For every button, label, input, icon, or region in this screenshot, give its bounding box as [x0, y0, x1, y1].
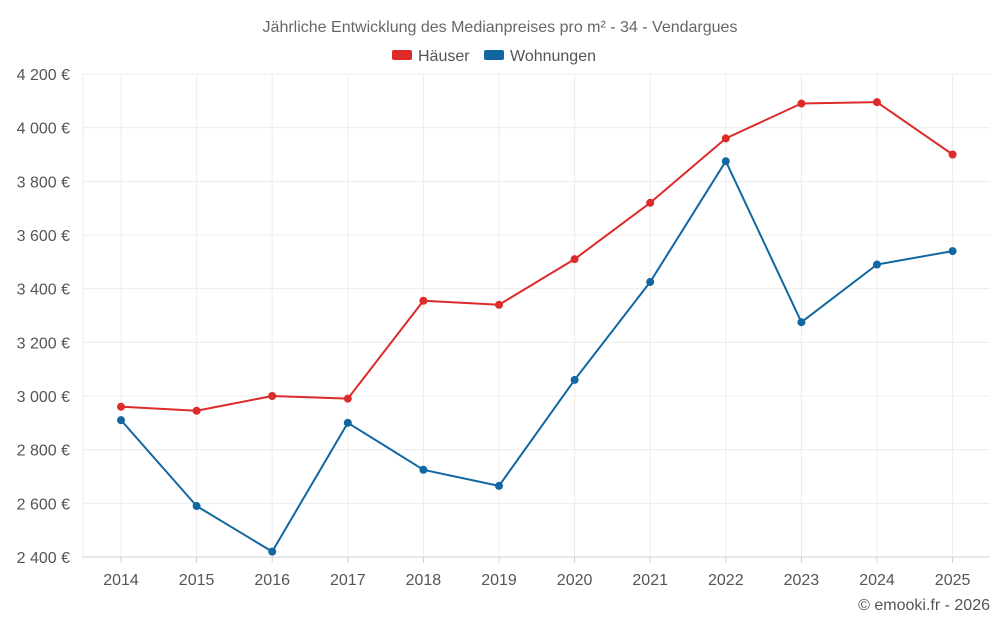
- data-point-haeuser[interactable]: [192, 406, 201, 415]
- data-point-wohnungen[interactable]: [948, 247, 957, 256]
- legend-swatch-wohnungen: [484, 50, 504, 60]
- chart-title: Jährliche Entwicklung des Medianpreises …: [263, 19, 738, 36]
- legend-item-haeuser[interactable]: Häuser: [392, 48, 470, 65]
- y-tick-label: 4 000 €: [17, 121, 70, 138]
- x-tick-label: 2025: [935, 572, 971, 589]
- legend: Häuser Wohnungen: [392, 48, 596, 65]
- y-tick-label: 3 400 €: [17, 282, 70, 299]
- data-point-haeuser[interactable]: [343, 394, 352, 403]
- data-point-haeuser[interactable]: [495, 300, 503, 309]
- data-point-wohnungen[interactable]: [192, 502, 201, 511]
- y-tick-label: 3 600 €: [17, 228, 70, 245]
- x-tick-label: 2018: [406, 572, 442, 589]
- data-point-haeuser[interactable]: [646, 198, 655, 207]
- x-tick-label: 2019: [481, 572, 517, 589]
- data-point-wohnungen[interactable]: [419, 465, 428, 474]
- y-tick-label: 3 800 €: [17, 174, 70, 191]
- x-tick-label: 2024: [859, 572, 895, 589]
- x-tick-label: 2022: [708, 572, 744, 589]
- y-tick-label: 4 200 €: [17, 67, 70, 84]
- x-tick-label: 2017: [330, 572, 366, 589]
- data-point-haeuser[interactable]: [721, 134, 730, 143]
- data-point-haeuser[interactable]: [948, 150, 957, 159]
- grid: [82, 73, 990, 557]
- data-point-haeuser[interactable]: [570, 255, 579, 264]
- y-tick-label: 2 600 €: [17, 496, 70, 513]
- data-point-haeuser[interactable]: [268, 392, 277, 400]
- data-point-haeuser[interactable]: [797, 99, 806, 108]
- data-point-haeuser[interactable]: [117, 402, 125, 411]
- data-point-wohnungen[interactable]: [117, 416, 125, 425]
- series-line-haeuser: [120, 101, 954, 412]
- x-tick-label: 2015: [179, 572, 215, 589]
- legend-label-wohnungen: Wohnungen: [510, 48, 596, 65]
- axes: 2 400 € 2 600 € 2 800 € 3 000 € 3 200 € 3 400…: [17, 67, 990, 589]
- data-point-wohnungen[interactable]: [873, 260, 881, 269]
- legend-label-haeuser: Häuser: [418, 48, 470, 65]
- credit-text: © emooki.fr - 2026: [858, 597, 990, 614]
- data-point-wohnungen[interactable]: [495, 481, 503, 490]
- legend-swatch-haeuser: [392, 50, 412, 60]
- data-point-haeuser[interactable]: [873, 98, 881, 107]
- y-tick-label: 3 200 €: [17, 335, 70, 352]
- data-point-wohnungen[interactable]: [646, 277, 655, 286]
- y-tick-label: 2 800 €: [17, 443, 70, 460]
- data-point-haeuser[interactable]: [419, 296, 428, 305]
- x-tick-label: 2014: [103, 572, 139, 589]
- x-tick-label: 2020: [557, 572, 593, 589]
- data-point-wohnungen[interactable]: [721, 157, 730, 166]
- x-tick-label: 2023: [784, 572, 820, 589]
- x-tick-label: 2016: [254, 572, 290, 589]
- data-point-wohnungen[interactable]: [268, 547, 277, 556]
- x-tick-label: 2021: [632, 572, 668, 589]
- series: [117, 98, 957, 556]
- legend-item-wohnungen[interactable]: Wohnungen: [484, 48, 596, 65]
- data-point-wohnungen[interactable]: [570, 375, 579, 384]
- data-point-wohnungen[interactable]: [797, 318, 806, 327]
- y-tick-label: 3 000 €: [17, 389, 70, 406]
- y-tick-label: 2 400 €: [17, 550, 70, 567]
- series-line-wohnungen: [120, 160, 953, 553]
- data-point-wohnungen[interactable]: [343, 418, 352, 427]
